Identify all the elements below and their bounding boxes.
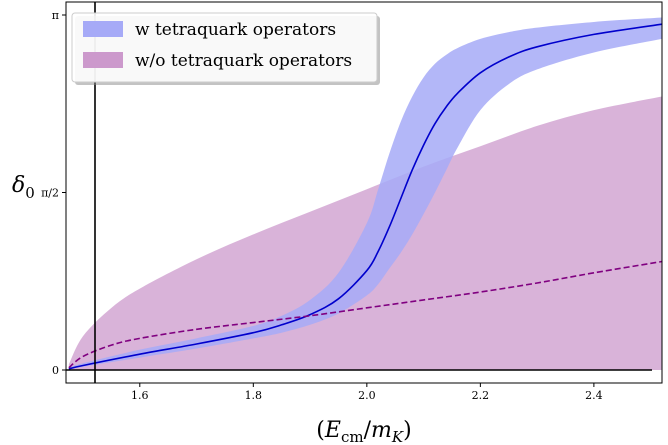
y-ticks: 0 π/2 π [41,9,66,377]
legend-swatch-without-tetraquark [83,52,123,68]
x-tick-label-0: 1.6 [131,389,149,402]
x-tick-label-4: 2.4 [585,389,603,402]
error-bands [68,17,663,370]
x-ticks: 1.6 1.8 2.0 2.2 2.4 [131,383,603,402]
series-lines [68,23,663,370]
legend-label-with-tetraquark: w tetraquark operators [135,20,336,40]
x-axis-label-energy: E [324,418,341,443]
x-axis-label-slash: / [364,418,372,443]
x-tick-label-2: 2.0 [358,389,376,402]
legend-box [71,12,378,83]
y-tick-label-1: π/2 [41,186,59,199]
y-axis-label-symbol: δ [12,173,25,198]
x-axis-label-sub-cm: cm [341,428,364,445]
x-axis-label: (Ecm/mK) [316,418,411,445]
legend-swatch-with-tetraquark [83,21,123,37]
legend: w tetraquark operators w/o tetraquark op… [71,12,380,85]
y-axis-label-subscript: 0 [25,184,35,202]
y-axis-label: δ0 [12,173,35,202]
y-tick-label-2: π [52,9,59,22]
y-tick-label-0: 0 [52,364,59,377]
x-tick-label-1: 1.8 [245,389,263,402]
x-tick-label-3: 2.2 [472,389,490,402]
line-series-0 [68,23,663,370]
legend-label-without-tetraquark: w/o tetraquark operators [135,51,352,71]
x-axis-label-sub-k: K [391,428,404,445]
x-axis-label-close: ) [403,418,412,443]
x-axis-label-mass: m [371,418,392,443]
line-series-1 [68,260,663,369]
x-axis-label-open: ( [316,418,325,443]
